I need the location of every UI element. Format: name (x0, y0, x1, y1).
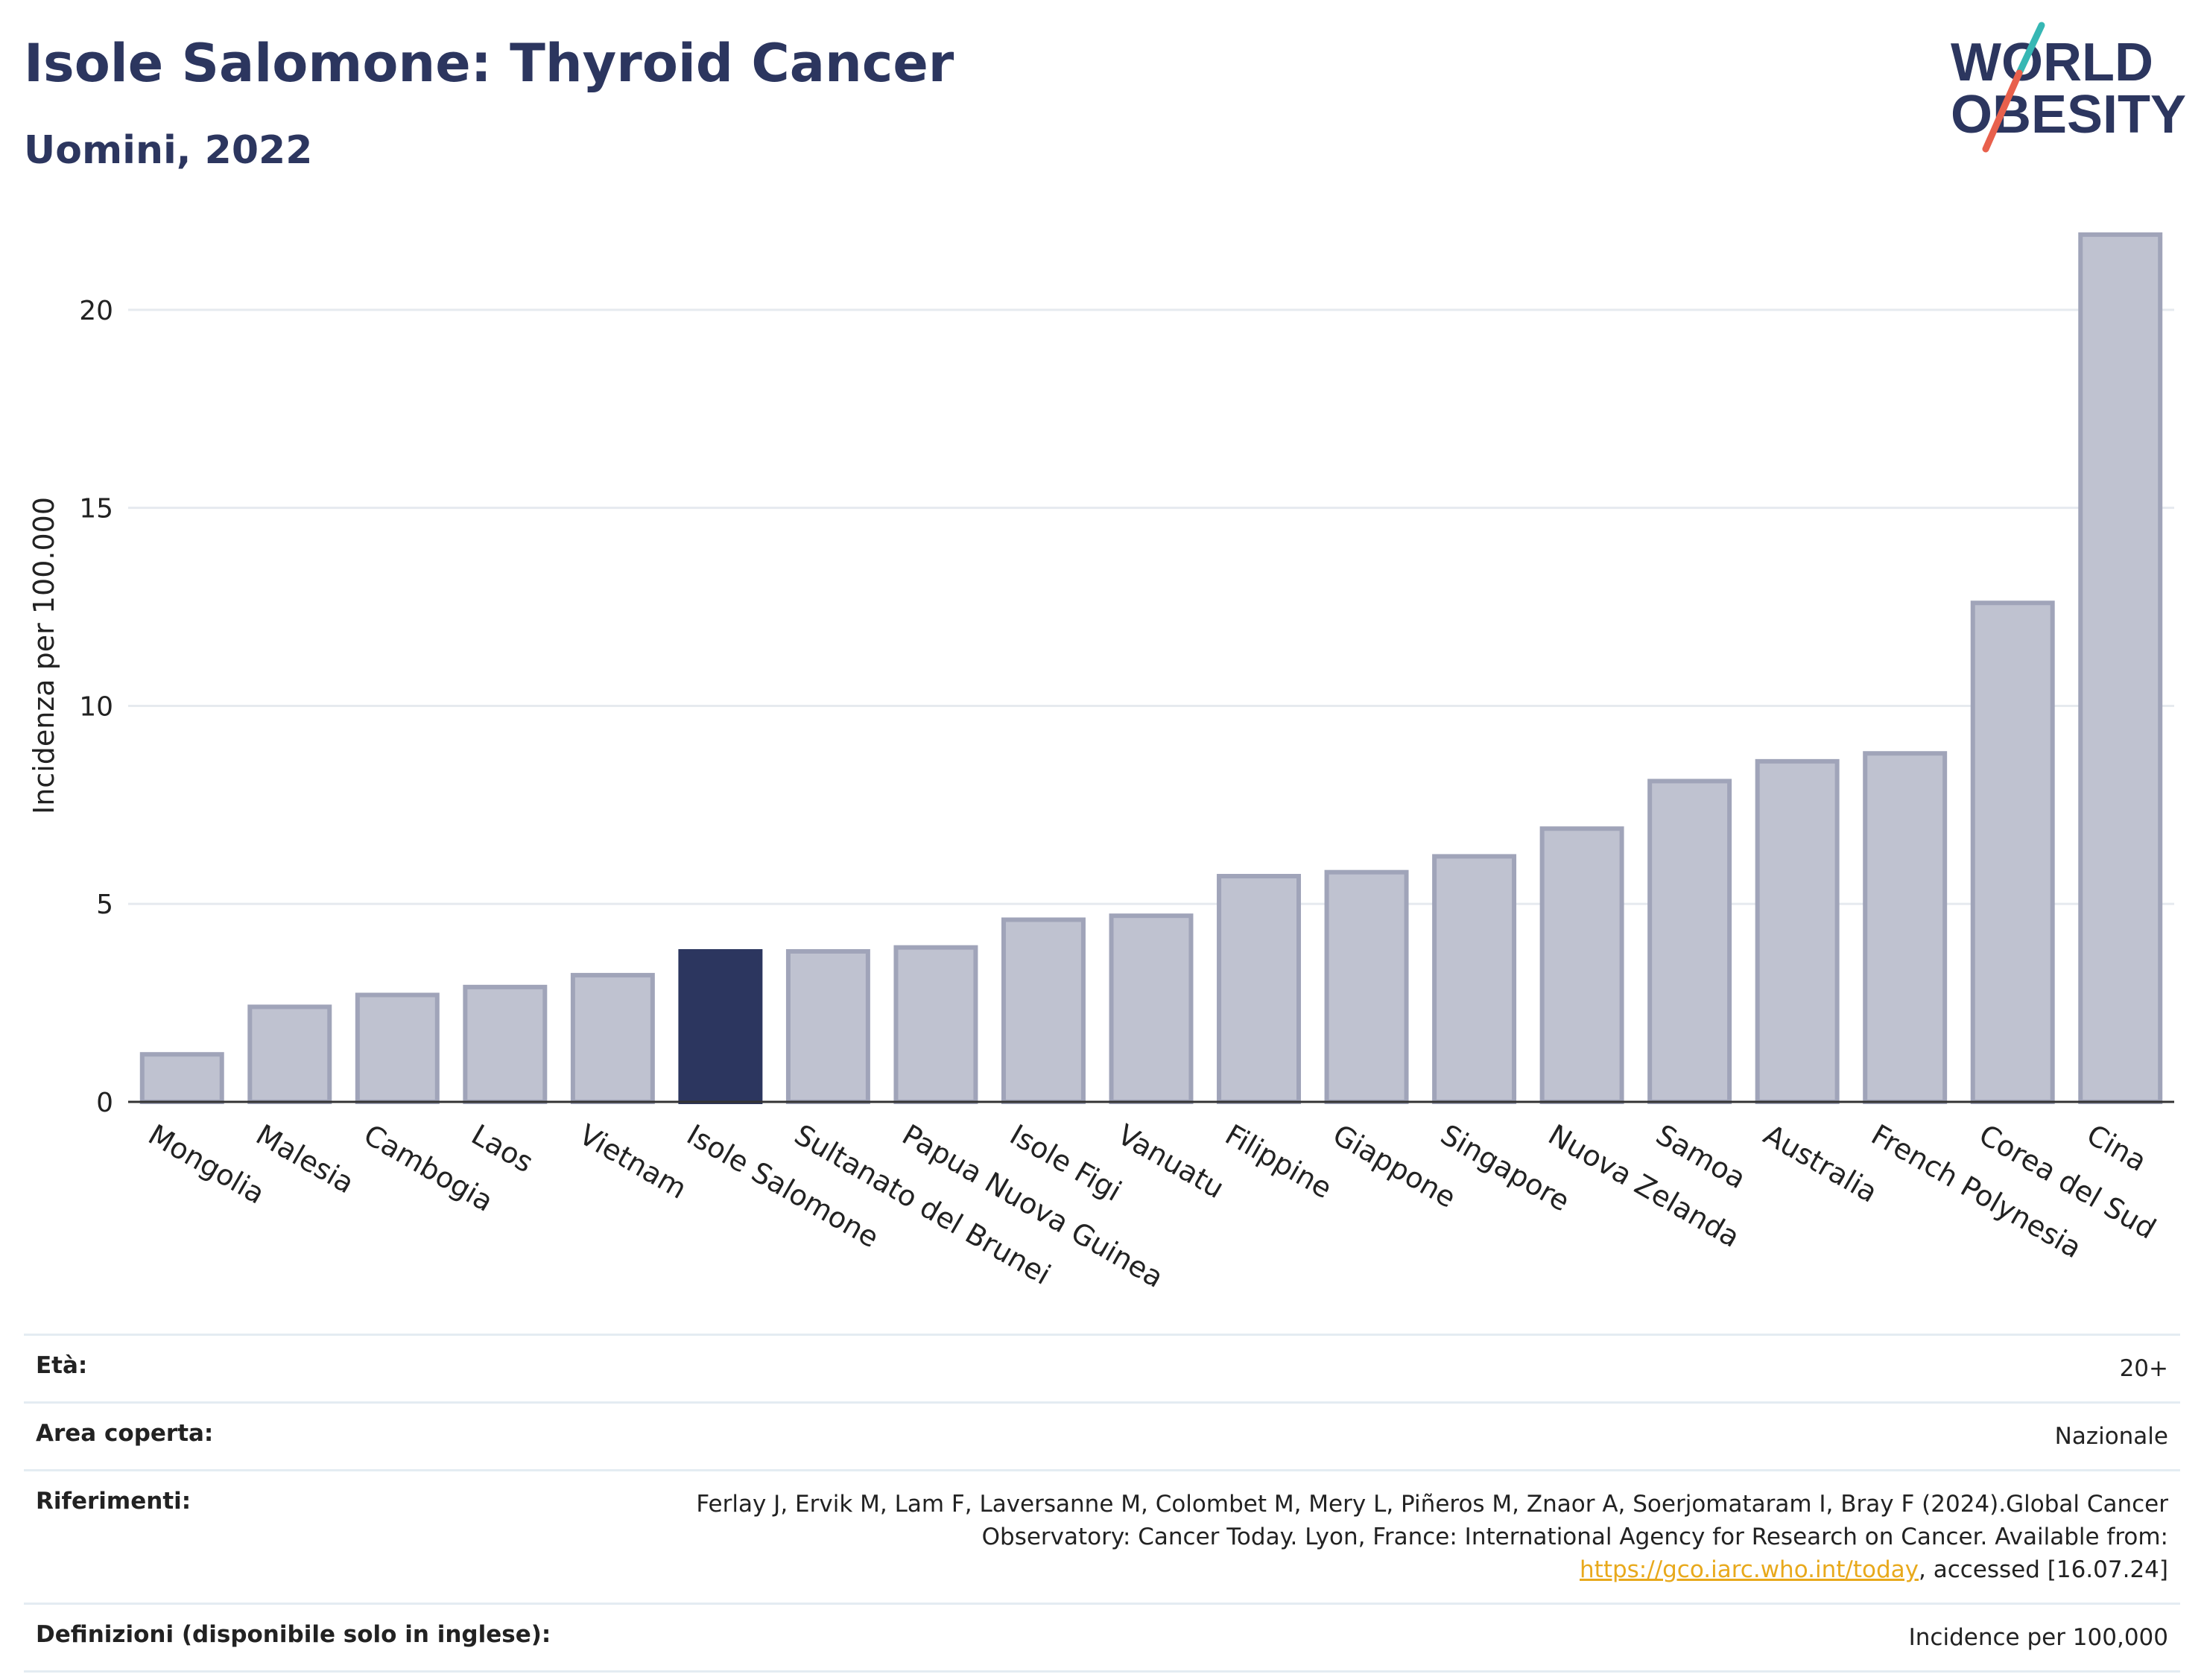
bar (785, 949, 870, 1105)
page-title: Isole Salomone: Thyroid Cancer (24, 33, 954, 94)
y-tick-label: 10 (79, 691, 113, 722)
x-tick-label: Cina (2081, 1118, 2152, 1178)
age-value: 20+ (671, 1334, 2180, 1403)
bar (570, 972, 655, 1104)
bar (1755, 758, 1840, 1105)
logo-slash-teal (2015, 22, 2045, 77)
y-tick-label: 5 (96, 890, 113, 920)
bar (463, 984, 548, 1104)
age-label: Età: (24, 1334, 671, 1403)
x-tick-label: Mongolia (143, 1118, 270, 1211)
y-axis-label: Incidenza per 100.000 (28, 497, 60, 814)
info-row-age: Età: 20+ (24, 1334, 2180, 1403)
bar (1001, 917, 1086, 1105)
bar (1432, 854, 1517, 1104)
x-tick-label: Australia (1758, 1118, 1884, 1209)
info-row-area: Area coperta: Nazionale (24, 1401, 2180, 1471)
x-tick-label: Vietnam (574, 1118, 692, 1205)
x-tick-label: Laos (466, 1118, 539, 1179)
x-tick-label: Nuova Zelanda (1543, 1118, 1746, 1254)
bar (247, 1004, 332, 1104)
references-value: Ferlay J, Ervik M, Lam F, Laversanne M, … (671, 1469, 2180, 1604)
bar (893, 945, 978, 1105)
bar (1217, 874, 1302, 1104)
references-tail: , accessed [16.07.24] (1918, 1556, 2168, 1583)
x-tick-label: Isole Salomone (681, 1118, 884, 1255)
bars (139, 232, 2163, 1105)
bar (1647, 779, 1732, 1104)
bar (2078, 232, 2163, 1105)
x-tick-label: Giappone (1328, 1118, 1462, 1214)
area-label: Area coperta: (24, 1401, 671, 1471)
bar (1539, 826, 1624, 1105)
definitions-value: Incidence per 100,000 (671, 1603, 2180, 1673)
y-tick-label: 15 (79, 494, 113, 524)
bar (1970, 600, 2055, 1104)
info-table: Età: 20+ Area coperta: Nazionale Riferim… (24, 1334, 2180, 1673)
references-link[interactable]: https://gco.iarc.who.int/today (1580, 1556, 1919, 1583)
info-row-definitions: Definizioni (disponibile solo in inglese… (24, 1603, 2180, 1673)
x-tick-label: Filippine (1220, 1118, 1337, 1205)
world-obesity-logo: WORLD OBESITY (1951, 22, 2186, 153)
y-tick-label: 20 (79, 296, 113, 326)
bar (1324, 869, 1409, 1104)
y-tick-label: 0 (96, 1088, 113, 1118)
definitions-label: Definizioni (disponibile solo in inglese… (24, 1603, 671, 1673)
bar (1863, 751, 1948, 1105)
bar-highlight (678, 949, 763, 1105)
logo-slash-red (1982, 69, 2023, 153)
info-row-references: Riferimenti: Ferlay J, Ervik M, Lam F, L… (24, 1469, 2180, 1604)
x-tick-label: Vanuatu (1112, 1118, 1230, 1205)
logo-text-world: WORLD (1951, 33, 2153, 92)
references-label: Riferimenti: (24, 1469, 671, 1604)
area-value: Nazionale (671, 1401, 2180, 1471)
bar (139, 1052, 224, 1105)
references-text: Ferlay J, Ervik M, Lam F, Laversanne M, … (696, 1491, 2168, 1550)
bar (355, 992, 440, 1104)
page-subtitle: Uomini, 2022 (24, 128, 313, 173)
bar (1109, 913, 1194, 1105)
